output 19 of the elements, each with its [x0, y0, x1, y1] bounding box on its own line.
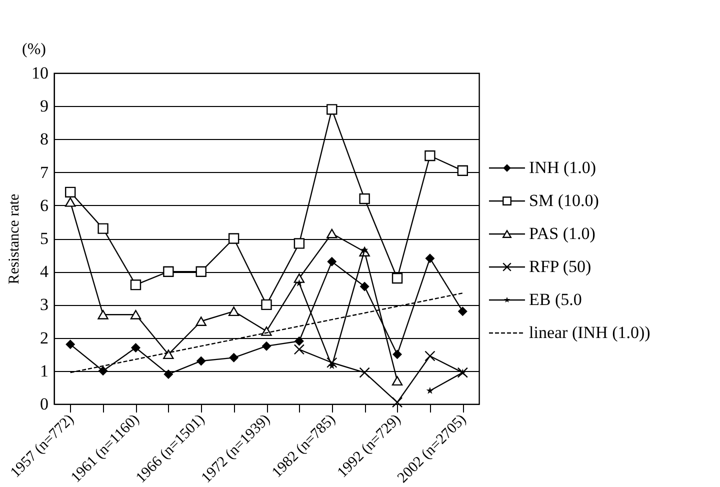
- y-axis-title: Resistance rate: [6, 193, 22, 284]
- legend-label: RFP (50): [529, 257, 592, 276]
- legend-label: INH (1.0): [529, 158, 596, 177]
- legend-label: EB (5.0: [529, 290, 582, 309]
- y-tick-label: 3: [40, 295, 48, 314]
- y-tick-label: 2: [40, 328, 48, 348]
- y-tick-label: 6: [40, 196, 48, 215]
- legend-label: linear (INH (1.0)): [529, 323, 650, 342]
- legend-label: PAS (1.0): [529, 224, 596, 243]
- text: (%): [22, 41, 46, 58]
- y-tick-label: 8: [40, 130, 48, 149]
- legend-label: SM (10.0): [529, 191, 599, 210]
- y-tick-label: 10: [32, 64, 48, 82]
- y-tick-label: 7: [40, 162, 49, 182]
- y-tick-label: 1: [40, 361, 48, 380]
- y-tick-label: 9: [40, 96, 48, 116]
- y-tick-label: 4: [40, 262, 49, 282]
- y-tick-label: 5: [40, 229, 48, 248]
- y-tick-label: 0: [40, 394, 48, 414]
